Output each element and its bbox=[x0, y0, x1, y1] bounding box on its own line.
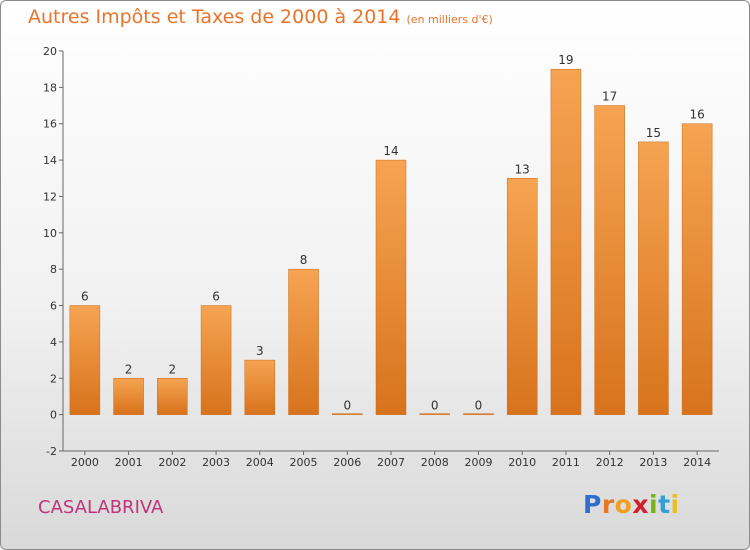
y-tick-label: 18 bbox=[43, 81, 57, 94]
bar-2011 bbox=[550, 68, 582, 415]
logo-letter: i bbox=[670, 490, 680, 519]
bar-2003 bbox=[200, 305, 232, 415]
y-tick-label: 16 bbox=[43, 118, 57, 131]
bar-2004 bbox=[244, 359, 276, 415]
bar-value-label: 6 bbox=[81, 290, 89, 304]
bar-value-label: 13 bbox=[515, 162, 530, 176]
y-tick-label: 14 bbox=[43, 154, 57, 167]
chart-title: Autres Impôts et Taxes de 2000 à 2014 bbox=[28, 6, 401, 28]
bar-2009 bbox=[463, 413, 494, 415]
bar-2014 bbox=[681, 123, 713, 415]
bar-2012 bbox=[594, 105, 625, 415]
y-tick-label: 6 bbox=[50, 300, 57, 313]
bar-2000 bbox=[69, 305, 101, 415]
y-tick-label: 20 bbox=[43, 45, 57, 58]
y-tick-label: 12 bbox=[43, 190, 57, 203]
bar-2010 bbox=[506, 178, 538, 415]
y-tick-label: 4 bbox=[50, 336, 57, 349]
x-tick-label: 2009 bbox=[464, 456, 492, 469]
x-tick-label: 2014 bbox=[683, 456, 711, 469]
bar-value-label: 14 bbox=[383, 144, 398, 158]
commune-name: CASALABRIVA bbox=[38, 497, 164, 518]
x-tick-label: 2002 bbox=[158, 456, 186, 469]
bar-value-label: 3 bbox=[256, 344, 264, 358]
y-tick-label: 2 bbox=[50, 372, 57, 385]
x-tick-label: 2007 bbox=[377, 456, 405, 469]
bar-value-label: 0 bbox=[343, 399, 351, 413]
bar-value-label: 8 bbox=[300, 253, 308, 267]
logo-letter: x bbox=[632, 490, 649, 519]
bar-2005 bbox=[288, 268, 319, 415]
bar-2007 bbox=[375, 159, 407, 415]
x-tick-label: 2008 bbox=[421, 456, 449, 469]
y-tick-label: 10 bbox=[43, 227, 57, 240]
bar-value-label: 2 bbox=[169, 362, 177, 376]
bar-value-label: 0 bbox=[475, 399, 483, 413]
x-tick-label: 2005 bbox=[290, 456, 318, 469]
logo-letter: i bbox=[649, 490, 659, 519]
chart-unit: (en milliers d'€) bbox=[406, 13, 493, 26]
bar-value-label: 15 bbox=[646, 126, 661, 140]
x-tick-label: 2004 bbox=[246, 456, 274, 469]
bar-value-label: 16 bbox=[689, 108, 704, 122]
bar-value-label: 2 bbox=[125, 362, 133, 376]
bar-value-label: 17 bbox=[602, 90, 617, 104]
logo-letter: r bbox=[601, 490, 615, 519]
bar-2013 bbox=[638, 141, 669, 415]
y-tick-label: 0 bbox=[50, 409, 57, 422]
y-tick-label: -2 bbox=[46, 445, 57, 458]
logo-letter: t bbox=[658, 490, 671, 519]
x-tick-label: 2000 bbox=[71, 456, 99, 469]
proxiti-logo[interactable]: Proxiti bbox=[583, 490, 680, 519]
x-tick-label: 2012 bbox=[596, 456, 624, 469]
bar-2001 bbox=[113, 378, 144, 415]
bar-2008 bbox=[419, 413, 450, 415]
bar-2006 bbox=[332, 413, 363, 415]
y-tick-label: 8 bbox=[50, 263, 57, 276]
x-tick-label: 2011 bbox=[552, 456, 580, 469]
x-tick-label: 2006 bbox=[333, 456, 361, 469]
logo-letter: o bbox=[614, 490, 633, 519]
x-tick-label: 2010 bbox=[508, 456, 536, 469]
logo-letter: P bbox=[583, 490, 602, 519]
bar-value-label: 6 bbox=[212, 290, 220, 304]
bar-value-label: 19 bbox=[558, 53, 573, 67]
x-tick-label: 2013 bbox=[639, 456, 667, 469]
x-tick-label: 2003 bbox=[202, 456, 230, 469]
x-tick-label: 2001 bbox=[115, 456, 143, 469]
chart-title-block: Autres Impôts et Taxes de 2000 à 2014 (en… bbox=[28, 6, 493, 28]
bar-value-label: 0 bbox=[431, 399, 439, 413]
bar-2002 bbox=[157, 378, 188, 415]
